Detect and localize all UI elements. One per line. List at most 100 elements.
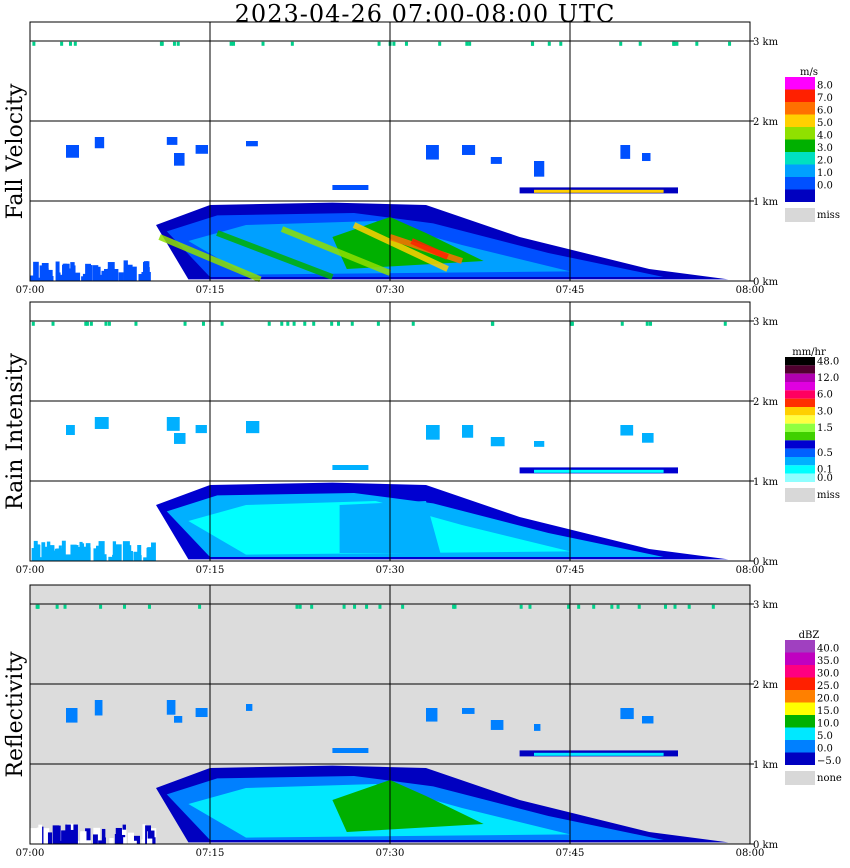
legend-label: 1.0 (817, 168, 833, 179)
surface-echo (112, 268, 119, 281)
legend-label: 25.0 (817, 681, 839, 692)
cloud-top-echo (55, 604, 59, 609)
y-tick-label: 2 km (753, 117, 779, 128)
legend-label: 6.0 (817, 390, 833, 401)
surface-echo (61, 540, 66, 561)
cloud-patch (195, 145, 209, 154)
panel-ylabel: Rain Intensity (3, 352, 28, 509)
cloud-top-echo (610, 604, 614, 609)
melting-band-core (534, 189, 664, 193)
surface-echo (82, 550, 86, 561)
plot-frame (29, 21, 751, 282)
cloud-patch (534, 161, 545, 177)
x-tick-label: 07:15 (196, 848, 225, 859)
legend-miss-swatch (785, 771, 815, 785)
surface-echo (47, 832, 53, 844)
surface-echo (85, 265, 93, 281)
cloud-top-echo (577, 604, 581, 609)
panel-reflectivity: 0 km 1 km 2 km 3 km 07:00 07:15 07:30 07:45 08:0… (3, 584, 842, 859)
cloud-top-echo (490, 321, 494, 326)
legend-label: 1.5 (817, 423, 833, 434)
surface-echo (102, 829, 106, 844)
cloud-patch (490, 157, 502, 164)
surface-echo (44, 546, 49, 561)
cloud-patch (534, 724, 541, 731)
cloud-patch (166, 417, 180, 431)
cloud-top-echo (663, 604, 667, 609)
legend-swatch (785, 423, 815, 432)
y-tick-label: 3 km (753, 317, 779, 328)
legend-swatch (785, 752, 815, 765)
surface-echo (103, 272, 110, 281)
melting-band-core (534, 752, 664, 756)
surface-echo (73, 824, 78, 844)
legend-swatch (785, 690, 815, 703)
legend-swatch (785, 189, 815, 202)
cloud-patch (174, 716, 183, 723)
cloud-top-echo (198, 604, 202, 609)
cloud-patch (426, 145, 439, 160)
legend-swatch (785, 727, 815, 740)
surface-echo (74, 272, 81, 281)
cloud-patch (426, 708, 438, 722)
legend-miss-swatch (785, 488, 815, 502)
x-tick-label: 07:30 (376, 848, 405, 859)
cloud-top-echo (637, 604, 641, 609)
surface-echo (31, 548, 38, 561)
surface-echo (130, 840, 137, 844)
cloud-top-echo (570, 321, 574, 326)
cloud-top-echo (312, 321, 316, 326)
surface-echo (93, 548, 97, 561)
legend-unit: dBZ (799, 630, 820, 641)
surface-echo (61, 830, 67, 844)
surface-echo (122, 541, 130, 561)
plot-frame (29, 584, 751, 845)
legend-swatch (785, 89, 815, 102)
colorbar-legend: dBZ 40.035.0 30.025.0 20.015.0 10.05.0 0.0−5.… (785, 630, 842, 785)
cloud-band (332, 465, 369, 470)
cloud-top-echo (619, 41, 623, 46)
cloud-top-echo (438, 41, 442, 46)
surface-echo (118, 272, 124, 281)
surface-echo (140, 273, 147, 281)
surface-echo (87, 547, 91, 561)
surface-echo (73, 839, 78, 844)
panel-rain-intensity: 0 km 1 km 2 km 3 km 07:00 07:15 07:30 07:45 08:0… (3, 301, 840, 576)
surface-echo (30, 828, 38, 844)
legend-label: 15.0 (817, 706, 839, 717)
legend-swatch (785, 407, 815, 416)
cloud-top-echo (468, 41, 472, 46)
surface-echo (109, 838, 114, 844)
cloud-top-echo (377, 41, 381, 46)
legend-label: 0.0 (817, 744, 833, 755)
cloud-top-echo (530, 41, 534, 46)
legend-swatch (785, 465, 815, 474)
cloud-top-echo (365, 604, 369, 609)
surface-echo (142, 824, 146, 844)
surface-echo (53, 825, 61, 844)
cloud-top-echo (711, 604, 715, 609)
surface-echo (101, 270, 106, 281)
surface-echo (54, 548, 60, 561)
cloud-top-echo (673, 604, 677, 609)
legend-swatch (785, 390, 815, 399)
cloud-top-echo (559, 41, 563, 46)
legend-swatch (785, 473, 815, 482)
legend-label: 5.0 (817, 118, 833, 129)
legend-swatch (785, 398, 815, 407)
cloud-top-echo (342, 604, 346, 609)
cloud-top-echo (89, 321, 93, 326)
legend-miss-label: miss (817, 210, 840, 221)
cloud-top-echo (567, 604, 571, 609)
legend-label: 5.0 (817, 731, 833, 742)
surface-echo (49, 276, 54, 281)
y-tick-label: 0 km (753, 277, 779, 288)
cloud-patch (66, 145, 80, 158)
legend-swatch (785, 365, 815, 374)
surface-echo (42, 828, 50, 844)
cloud-top-echo (675, 41, 679, 46)
surface-echo (123, 837, 127, 844)
legend-swatch (785, 139, 815, 152)
cloud-top-echo (519, 604, 523, 609)
